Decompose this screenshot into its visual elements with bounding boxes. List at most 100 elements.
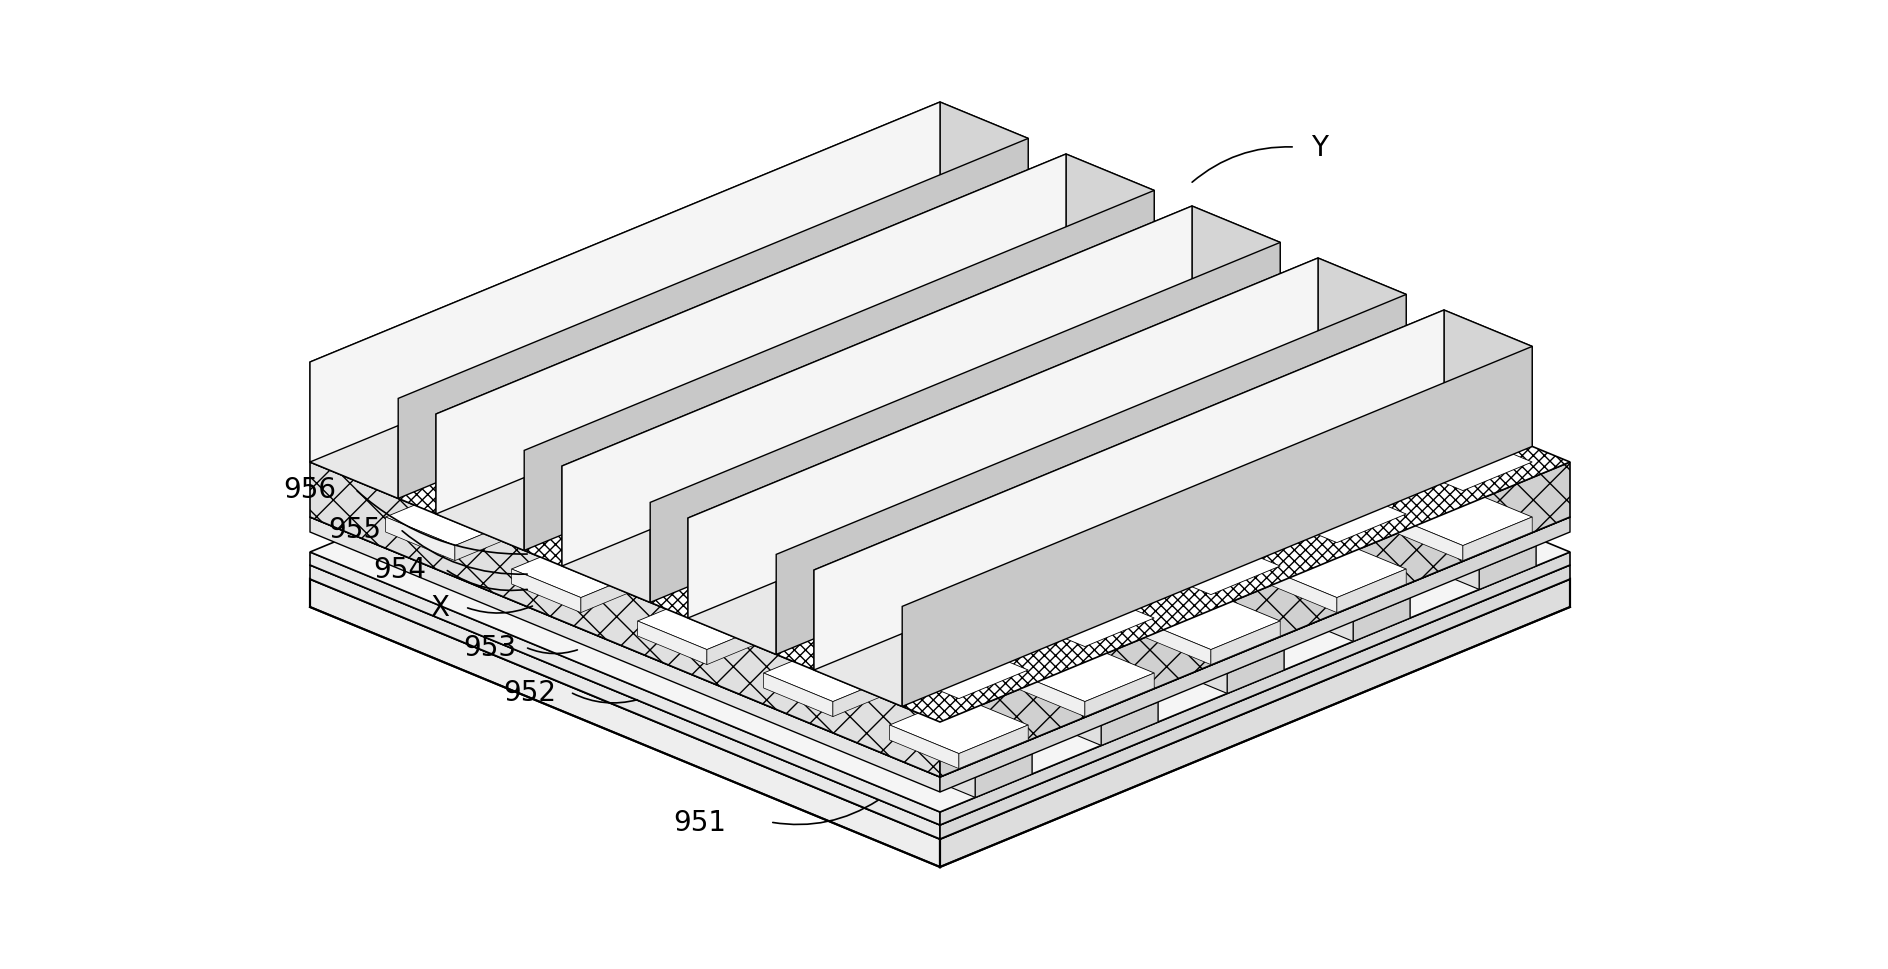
Polygon shape [1016, 590, 1154, 647]
Polygon shape [706, 414, 776, 457]
Polygon shape [402, 494, 1033, 774]
Text: 955: 955 [329, 516, 381, 544]
Polygon shape [1191, 206, 1280, 343]
Polygon shape [1086, 465, 1154, 509]
Polygon shape [310, 203, 1571, 722]
Polygon shape [1267, 382, 1407, 439]
Polygon shape [1086, 673, 1154, 717]
Polygon shape [889, 725, 959, 768]
Polygon shape [1016, 278, 1154, 335]
Polygon shape [597, 414, 1227, 694]
Polygon shape [310, 579, 940, 867]
Polygon shape [638, 538, 776, 595]
Polygon shape [310, 258, 1571, 777]
Polygon shape [310, 305, 1571, 826]
Polygon shape [1210, 621, 1280, 665]
Polygon shape [940, 579, 1571, 867]
Polygon shape [563, 206, 1280, 503]
Polygon shape [889, 385, 1029, 442]
Polygon shape [582, 570, 649, 613]
Polygon shape [706, 517, 776, 561]
Polygon shape [638, 330, 776, 388]
Polygon shape [310, 566, 940, 839]
Polygon shape [1016, 541, 1154, 598]
Polygon shape [763, 278, 902, 335]
Polygon shape [1337, 570, 1407, 613]
Polygon shape [1142, 489, 1280, 547]
Polygon shape [1463, 517, 1533, 561]
Polygon shape [638, 517, 706, 561]
Polygon shape [889, 697, 1029, 754]
Polygon shape [814, 571, 902, 706]
Polygon shape [959, 725, 1029, 768]
Polygon shape [1354, 599, 1410, 641]
Polygon shape [346, 494, 1033, 778]
Polygon shape [1267, 465, 1337, 509]
Polygon shape [1393, 517, 1463, 561]
Polygon shape [1142, 621, 1210, 665]
Polygon shape [889, 641, 1029, 699]
Polygon shape [1142, 414, 1210, 457]
Polygon shape [1142, 385, 1280, 442]
Polygon shape [1267, 541, 1407, 598]
Polygon shape [310, 462, 940, 777]
Polygon shape [889, 434, 1029, 491]
Polygon shape [1480, 547, 1537, 590]
Polygon shape [398, 140, 1029, 499]
Polygon shape [512, 485, 649, 543]
Polygon shape [1444, 311, 1533, 447]
Polygon shape [1210, 414, 1280, 457]
Polygon shape [1393, 489, 1533, 547]
Text: 953: 953 [463, 634, 517, 661]
Polygon shape [310, 293, 1571, 812]
Polygon shape [1337, 465, 1407, 509]
Polygon shape [763, 437, 902, 494]
Polygon shape [1267, 437, 1407, 494]
Polygon shape [889, 226, 1029, 283]
Polygon shape [512, 570, 582, 613]
Polygon shape [940, 103, 1029, 239]
Polygon shape [1267, 570, 1337, 613]
Text: 952: 952 [504, 678, 557, 706]
Polygon shape [780, 339, 1410, 618]
Polygon shape [959, 414, 1029, 457]
Polygon shape [310, 320, 1571, 839]
Polygon shape [1393, 434, 1533, 491]
Polygon shape [1016, 361, 1086, 405]
Polygon shape [889, 281, 1029, 338]
Polygon shape [763, 382, 902, 439]
Polygon shape [1318, 259, 1407, 395]
Polygon shape [850, 310, 1480, 590]
Polygon shape [638, 489, 776, 547]
Polygon shape [310, 103, 1029, 399]
Text: 956: 956 [283, 476, 336, 504]
Polygon shape [346, 517, 976, 797]
Polygon shape [833, 570, 902, 613]
Polygon shape [959, 517, 1029, 561]
Polygon shape [1142, 517, 1210, 561]
Polygon shape [512, 437, 649, 494]
Polygon shape [310, 517, 940, 793]
Polygon shape [723, 339, 1410, 622]
Polygon shape [940, 552, 1571, 826]
Polygon shape [455, 517, 525, 561]
Polygon shape [1016, 437, 1154, 494]
Polygon shape [976, 754, 1033, 797]
Polygon shape [436, 155, 1067, 515]
Polygon shape [1142, 593, 1280, 650]
Polygon shape [310, 258, 1571, 777]
Polygon shape [1016, 570, 1086, 613]
Polygon shape [940, 566, 1571, 839]
Polygon shape [940, 517, 1571, 793]
Polygon shape [512, 465, 582, 509]
Polygon shape [385, 517, 455, 561]
Polygon shape [582, 465, 649, 509]
Polygon shape [763, 590, 902, 647]
Polygon shape [1016, 465, 1086, 509]
Polygon shape [1210, 517, 1280, 561]
Polygon shape [512, 382, 649, 439]
Polygon shape [638, 434, 776, 491]
Polygon shape [906, 287, 1537, 567]
Polygon shape [563, 206, 1191, 567]
Polygon shape [512, 541, 649, 598]
